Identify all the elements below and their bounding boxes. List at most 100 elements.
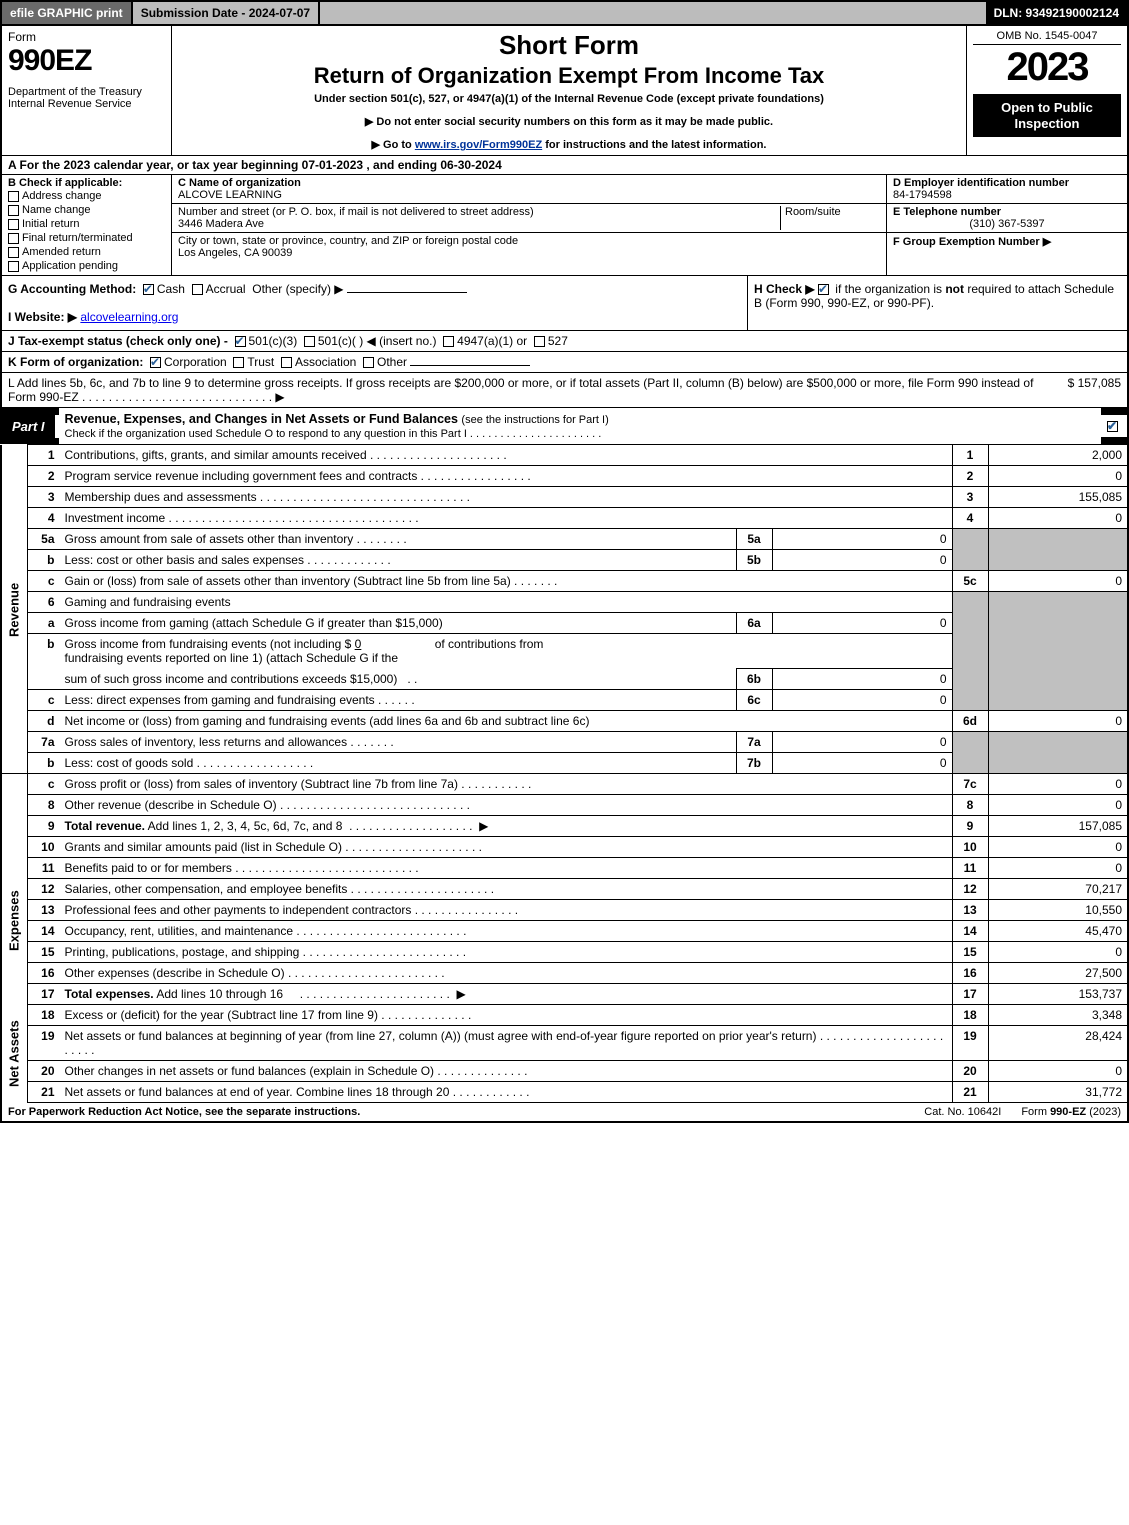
subln-7a: 7a bbox=[736, 732, 772, 753]
col-8: 8 bbox=[952, 795, 988, 816]
subln-7b: 7b bbox=[736, 753, 772, 774]
section-b: B Check if applicable: Address change Na… bbox=[2, 175, 172, 275]
ln-1: 1 bbox=[28, 445, 60, 466]
ln-17: 17 bbox=[28, 984, 60, 1005]
val-9: 157,085 bbox=[988, 816, 1128, 837]
val-5c: 0 bbox=[988, 571, 1128, 592]
dln: DLN: 93492190002124 bbox=[986, 2, 1127, 24]
ln-3: 3 bbox=[28, 487, 60, 508]
efile-print-button[interactable]: efile GRAPHIC print bbox=[2, 2, 133, 24]
desc-4: Investment income . . . . . . . . . . . … bbox=[60, 508, 953, 529]
subval-5a: 0 bbox=[772, 529, 952, 550]
group-exemption-label: F Group Exemption Number ▶ bbox=[893, 236, 1051, 248]
col-13: 13 bbox=[952, 900, 988, 921]
part1-table: Revenue 1 Contributions, gifts, grants, … bbox=[0, 444, 1129, 1103]
note-link: ▶ Go to www.irs.gov/Form990EZ for instru… bbox=[176, 138, 962, 151]
other-org-input[interactable] bbox=[410, 365, 530, 366]
ln-6c: c bbox=[28, 690, 60, 711]
check-name-change[interactable] bbox=[8, 205, 19, 216]
check-schedule-b[interactable] bbox=[818, 284, 829, 295]
revenue-vlabel2 bbox=[1, 774, 28, 837]
subval-6a: 0 bbox=[772, 613, 952, 634]
val-2: 0 bbox=[988, 466, 1128, 487]
subln-6c: 6c bbox=[736, 690, 772, 711]
submission-date: Submission Date - 2024-07-07 bbox=[133, 2, 320, 24]
check-application-pending[interactable] bbox=[8, 261, 19, 272]
row-l: L Add lines 5b, 6c, and 7b to line 9 to … bbox=[0, 373, 1129, 408]
desc-6a: Gross income from gaming (attach Schedul… bbox=[60, 613, 737, 634]
ln-2: 2 bbox=[28, 466, 60, 487]
check-cash[interactable] bbox=[143, 284, 154, 295]
val-16: 27,500 bbox=[988, 963, 1128, 984]
trust-label: Trust bbox=[247, 355, 274, 369]
desc-6b-1: Gross income from fundraising events (no… bbox=[60, 634, 953, 669]
k-label: K Form of organization: bbox=[8, 355, 143, 369]
desc-7c: Gross profit or (loss) from sales of inv… bbox=[60, 774, 953, 795]
col-7c: 7c bbox=[952, 774, 988, 795]
check-trust[interactable] bbox=[233, 357, 244, 368]
other-specify-input[interactable] bbox=[347, 292, 467, 293]
check-initial-return[interactable] bbox=[8, 219, 19, 230]
col-15: 15 bbox=[952, 942, 988, 963]
section-bcdef: B Check if applicable: Address change Na… bbox=[0, 175, 1129, 276]
check-final-return[interactable] bbox=[8, 233, 19, 244]
check-address-change[interactable] bbox=[8, 191, 19, 202]
ln-6: 6 bbox=[28, 592, 60, 613]
check-corporation[interactable] bbox=[150, 357, 161, 368]
check-other-org[interactable] bbox=[363, 357, 374, 368]
page-footer: For Paperwork Reduction Act Notice, see … bbox=[0, 1103, 1129, 1123]
val-17: 153,737 bbox=[988, 984, 1128, 1005]
header-left: Form 990EZ Department of the Treasury In… bbox=[2, 26, 172, 156]
footer-center: Cat. No. 10642I bbox=[904, 1106, 1021, 1118]
ln-10: 10 bbox=[28, 837, 60, 858]
part1-checkbox-cell bbox=[1101, 415, 1127, 437]
col-1: 1 bbox=[952, 445, 988, 466]
note-ssn: ▶ Do not enter social security numbers o… bbox=[176, 115, 962, 128]
shade-5 bbox=[952, 529, 988, 571]
val-8: 0 bbox=[988, 795, 1128, 816]
part1-header: Part I Revenue, Expenses, and Changes in… bbox=[0, 408, 1129, 444]
top-bar: efile GRAPHIC print Submission Date - 20… bbox=[0, 0, 1129, 26]
ln-9: 9 bbox=[28, 816, 60, 837]
val-14: 45,470 bbox=[988, 921, 1128, 942]
website-link[interactable]: alcovelearning.org bbox=[80, 310, 178, 324]
check-527[interactable] bbox=[534, 336, 545, 347]
shade-5v bbox=[988, 529, 1128, 571]
val-20: 0 bbox=[988, 1061, 1128, 1082]
tax-year: 2023 bbox=[973, 45, 1121, 90]
check-accrual[interactable] bbox=[192, 284, 203, 295]
check-schedule-o[interactable] bbox=[1107, 421, 1118, 432]
desc-10: Grants and similar amounts paid (list in… bbox=[60, 837, 953, 858]
row-l-text: L Add lines 5b, 6c, and 7b to line 9 to … bbox=[8, 376, 1062, 404]
desc-1: Contributions, gifts, grants, and simila… bbox=[60, 445, 953, 466]
ln-8: 8 bbox=[28, 795, 60, 816]
col-11: 11 bbox=[952, 858, 988, 879]
check-association[interactable] bbox=[281, 357, 292, 368]
shade-7 bbox=[952, 732, 988, 774]
check-application-pending-label: Application pending bbox=[22, 260, 118, 272]
check-name-change-label: Name change bbox=[22, 204, 91, 216]
footer-right: Form 990-EZ (2023) bbox=[1021, 1106, 1121, 1118]
desc-6b-2: sum of such gross income and contributio… bbox=[60, 669, 737, 690]
section-h: H Check ▶ if the organization is not req… bbox=[747, 276, 1127, 330]
4947-label: 4947(a)(1) or bbox=[457, 334, 527, 348]
ln-6b2 bbox=[28, 669, 60, 690]
check-amended[interactable] bbox=[8, 247, 19, 258]
corp-label: Corporation bbox=[164, 355, 227, 369]
col-5c: 5c bbox=[952, 571, 988, 592]
val-15: 0 bbox=[988, 942, 1128, 963]
check-501c[interactable] bbox=[304, 336, 315, 347]
ln-5b: b bbox=[28, 550, 60, 571]
col-18: 18 bbox=[952, 1005, 988, 1026]
501c3-label: 501(c)(3) bbox=[249, 334, 298, 348]
subln-6b: 6b bbox=[736, 669, 772, 690]
check-501c3[interactable] bbox=[235, 336, 246, 347]
other-org-label: Other bbox=[377, 355, 407, 369]
ln-4: 4 bbox=[28, 508, 60, 529]
irs-link[interactable]: www.irs.gov/Form990EZ bbox=[415, 139, 542, 151]
check-4947[interactable] bbox=[443, 336, 454, 347]
org-name: ALCOVE LEARNING bbox=[178, 189, 880, 201]
val-6d: 0 bbox=[988, 711, 1128, 732]
desc-6c: Less: direct expenses from gaming and fu… bbox=[60, 690, 737, 711]
short-form-label: Short Form bbox=[176, 30, 962, 61]
